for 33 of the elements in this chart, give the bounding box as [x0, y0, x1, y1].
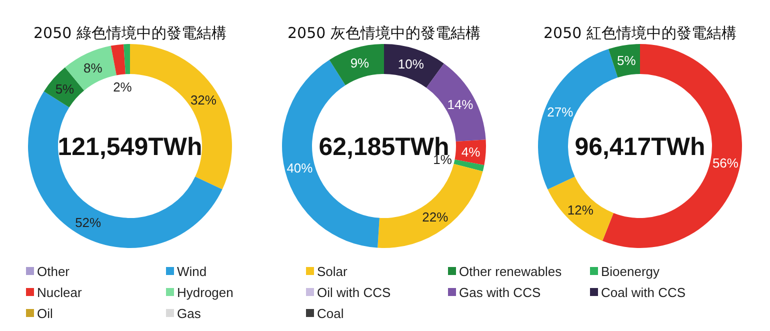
data-label: 56%	[712, 155, 739, 170]
category-label: Other renewables	[459, 264, 562, 279]
data-label: 2%	[113, 79, 132, 94]
data-label: 10%	[398, 56, 424, 72]
data-label: 27%	[547, 104, 574, 120]
data-label: 5%	[616, 53, 636, 68]
category-label: Wind	[177, 264, 207, 279]
chart-title: 2050 紅色情境中的發電結構	[544, 24, 736, 42]
category-label: Solar	[317, 264, 348, 279]
data-label: 40%	[286, 160, 314, 176]
text: 121,549TWh	[58, 133, 202, 161]
data-label: 14%	[447, 97, 474, 112]
chart-title: 2050 灰色情境中的發電結構	[288, 24, 480, 42]
data-label: 8%	[84, 60, 103, 76]
data-label: 4%	[461, 144, 481, 160]
category-label: Oil with CCS	[317, 285, 392, 300]
category-label: Bioenergy	[601, 264, 660, 279]
category-label: Oil	[37, 306, 53, 321]
category-label: Other	[37, 264, 70, 279]
category-label: Gas	[177, 306, 202, 321]
category-label: Coal with CCS	[601, 285, 686, 300]
data-label: 32%	[190, 92, 217, 108]
data-label: 5%	[55, 81, 75, 96]
data-label: 22%	[422, 209, 449, 224]
data-label: 12%	[567, 202, 594, 218]
category-label: Coal	[317, 306, 344, 321]
text: 96,417TWh	[574, 133, 706, 161]
category-label: Gas with CCS	[459, 285, 541, 300]
category-label: Nuclear	[37, 285, 82, 300]
data-label: 52%	[75, 215, 102, 230]
chart-title: 2050 綠色情境中的發電結構	[34, 24, 226, 42]
data-label: 9%	[350, 55, 370, 70]
category-label: Hydrogen	[177, 285, 234, 300]
